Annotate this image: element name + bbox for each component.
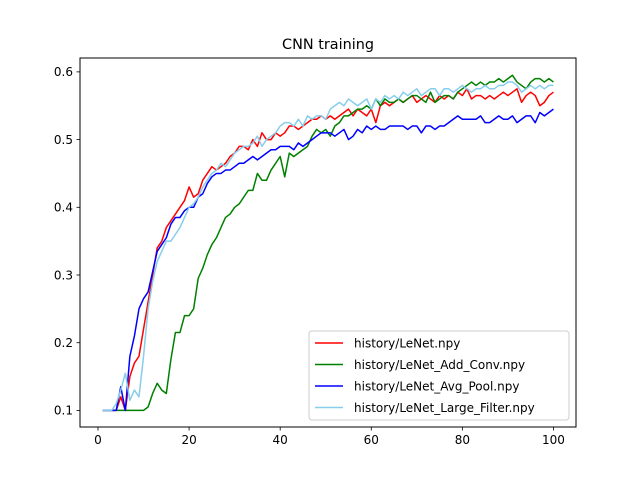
x-tick-label: 40 bbox=[273, 433, 288, 447]
x-tick-label: 0 bbox=[94, 433, 102, 447]
legend-box bbox=[308, 330, 570, 421]
series-line-2 bbox=[102, 108, 554, 412]
series-line-0 bbox=[102, 88, 554, 412]
series-line-3 bbox=[102, 81, 554, 412]
y-axis: 0.1 0.2 0.3 0.4 0.5 0.6 bbox=[54, 65, 80, 418]
x-axis: 0 20 40 60 80 100 bbox=[94, 427, 565, 447]
legend-label-3: history/LeNet_Large_Filter.npy bbox=[354, 401, 535, 415]
y-tick-label: 0.2 bbox=[54, 336, 73, 350]
y-tick-label: 0.4 bbox=[54, 201, 73, 215]
x-tick-label: 100 bbox=[542, 433, 565, 447]
chart-title: CNN training bbox=[282, 37, 374, 53]
legend-label-1: history/LeNet_Add_Conv.npy bbox=[354, 358, 525, 372]
y-tick-label: 0.1 bbox=[54, 404, 73, 418]
plot-area bbox=[102, 74, 554, 412]
x-tick-label: 80 bbox=[455, 433, 470, 447]
y-tick-label: 0.5 bbox=[54, 133, 73, 147]
y-tick-label: 0.3 bbox=[54, 268, 73, 282]
legend: history/LeNet.npy history/LeNet_Add_Conv.… bbox=[308, 330, 570, 421]
legend-label-2: history/LeNet_Avg_Pool.npy bbox=[354, 379, 519, 393]
y-tick-label: 0.6 bbox=[54, 65, 73, 79]
axes-frame bbox=[79, 57, 577, 428]
legend-label-0: history/LeNet.npy bbox=[354, 336, 460, 350]
x-tick-label: 60 bbox=[364, 433, 379, 447]
x-tick-label: 20 bbox=[181, 433, 196, 447]
